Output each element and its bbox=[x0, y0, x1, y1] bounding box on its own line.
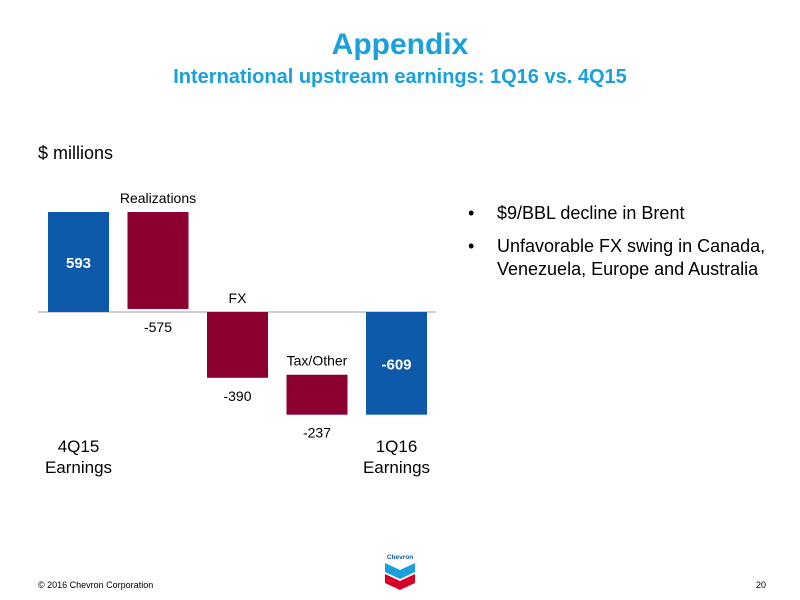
bar-total bbox=[48, 212, 109, 312]
logo-text: Chevron bbox=[387, 554, 413, 561]
bullet-dot: • bbox=[468, 203, 475, 223]
bar-delta bbox=[127, 212, 189, 309]
chevron-logo-icon: Chevron bbox=[385, 554, 415, 590]
data-label: -609 bbox=[381, 356, 411, 373]
bullet-list: • $9/BBL decline in Brent • Unfavorable FX… bbox=[468, 202, 768, 291]
category-label: 1Q16 bbox=[376, 437, 418, 456]
category-label: Realizations bbox=[120, 190, 196, 206]
bullet-item: • $9/BBL decline in Brent bbox=[468, 202, 768, 225]
bullet-text: Unfavorable FX swing in Canada, Venezuel… bbox=[497, 236, 766, 279]
data-label: -390 bbox=[223, 388, 251, 404]
bullet-dot: • bbox=[468, 236, 475, 256]
bar-total bbox=[366, 312, 427, 415]
data-label: -237 bbox=[303, 425, 331, 441]
category-label: FX bbox=[229, 290, 248, 306]
category-label: Earnings bbox=[363, 458, 430, 477]
category-label: 4Q15 bbox=[58, 437, 100, 456]
page-subtitle: International upstream earnings: 1Q16 vs… bbox=[173, 66, 627, 88]
bullet-text: $9/BBL decline in Brent bbox=[497, 203, 685, 223]
category-label: Tax/Other bbox=[287, 353, 348, 369]
page-title: Appendix bbox=[331, 28, 469, 61]
unit-label: $ millions bbox=[38, 143, 114, 163]
category-label: Earnings bbox=[45, 458, 112, 477]
bar-delta bbox=[286, 374, 348, 415]
data-label: -575 bbox=[144, 319, 172, 335]
data-label: 593 bbox=[66, 255, 91, 272]
bar-delta bbox=[207, 312, 268, 378]
bullet-item: • Unfavorable FX swing in Canada, Venezue… bbox=[468, 235, 768, 281]
page-number: 20 bbox=[755, 580, 766, 590]
copyright-text: © 2016 Chevron Corporation bbox=[38, 580, 154, 590]
